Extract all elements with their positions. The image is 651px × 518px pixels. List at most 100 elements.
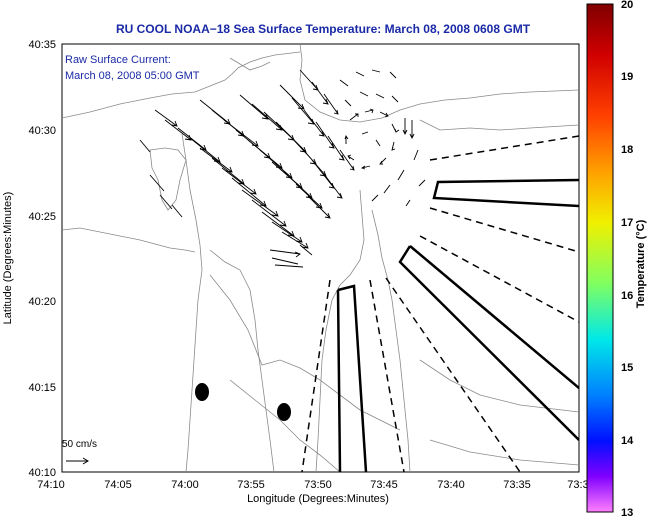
current-vector [413,149,419,161]
reference-arrow-shape [66,457,89,465]
current-vector [349,113,359,121]
sandy-hook-shore [181,133,203,472]
contour-20m [229,379,341,472]
current-vector [211,157,245,185]
current-vector [241,189,279,217]
colorbar-tick: 17 [621,217,633,229]
lane-boundary-s-w [301,279,331,472]
current-vector [379,157,387,165]
plot-area: Raw Surface Current: March 08, 2008 05:0… [61,43,580,473]
current-vector [315,121,335,149]
current-vector [405,199,411,207]
lane-boundary-east-n [429,135,579,161]
map-title: RU COOL NOAA−18 Sea Surface Temperature:… [116,22,531,36]
current-vector [375,93,385,99]
current-vector [391,123,400,133]
colorbar-tick: 14 [621,435,634,447]
current-vector [239,94,269,120]
current-vector [269,249,301,258]
colorbar-tick: 15 [621,362,633,374]
current-vector [418,179,426,187]
reference-arrow-label: 50 cm/s [62,439,97,450]
lane-boundary-east-s [429,207,579,253]
y-tick-label: 40:15 [28,382,56,394]
current-vector [251,199,287,227]
y-tick-label: 40:30 [28,125,56,137]
colorbar-gradient [586,3,614,513]
current-vector [307,195,331,219]
contour-offshore [419,359,579,413]
current-vector [299,244,313,256]
current-vector [344,134,349,144]
current-vector [323,93,339,115]
current-vector [311,81,329,105]
contour-offshore-2 [429,439,579,466]
current-vector [327,135,345,161]
lane-boundary-se-n [419,235,579,323]
current-vector [371,194,379,202]
sandy-hook-spit [149,147,187,211]
x-tick-label: 73:3 [567,479,588,491]
x-tick-label: 74:05 [104,479,132,491]
x-tick-label: 74:00 [171,479,199,491]
current-vector [359,91,369,97]
current-vector [303,109,325,137]
buoy-marker [195,383,209,401]
x-tick-label: 73:40 [437,479,465,491]
current-vector [391,95,399,103]
brooklyn-shore [299,44,579,123]
x-tick-label: 73:35 [503,479,531,491]
current-vector [274,264,304,268]
colorbar-tick: 20 [621,0,633,11]
colorbar-tick: 16 [621,290,633,302]
current-vector [283,171,313,199]
surface-current-vectors [139,69,426,268]
legend-line-2: March 08, 2008 05:00 GMT [65,70,200,82]
colorbar-tick: 18 [621,144,633,156]
current-vector [361,131,369,135]
current-vector [402,118,408,136]
current-vector [171,204,183,218]
current-vector [149,174,165,192]
contour-north [419,119,579,131]
shipping-lane-east [432,178,579,208]
y-tick-label: 40:25 [28,211,56,223]
current-vector [383,184,391,194]
current-vector [347,154,355,161]
colorbar-tick: 19 [621,71,633,83]
current-vector [379,111,389,118]
current-vector [409,120,415,140]
plot-frame [61,43,580,473]
current-vector [139,139,151,153]
x-axis: 74:10 74:05 74:00 73:55 73:50 73:45 73:4… [37,479,588,505]
y-tick-label: 40:10 [28,467,56,479]
current-vector [221,167,257,195]
shipping-lane-southeast [398,245,579,441]
current-vector [279,84,305,110]
current-vector [391,141,396,151]
x-tick-label: 74:10 [37,479,65,491]
x-tick-label: 73:55 [237,479,265,491]
x-tick-label: 73:45 [370,479,398,491]
current-vector [375,139,381,147]
nearshore-contour [209,249,275,472]
colorbar-tick: 13 [621,507,633,518]
colorbar: 20 19 18 17 16 15 14 13 Temperature (°C) [586,0,647,518]
hudson-channel-west [315,189,365,472]
current-vector [397,169,405,181]
current-vector [159,194,173,210]
buoy-marker [277,403,291,421]
current-vector [281,231,309,249]
x-axis-label: Longitude (Degrees:Minutes) [247,493,389,505]
shipping-lane-south [336,284,368,472]
colorbar-label: Temperature (°C) [635,219,647,308]
current-vector [323,173,343,199]
current-vector [295,183,323,209]
current-vector [154,109,178,127]
coastline-contours [62,44,579,472]
y-tick-label: 40:20 [28,296,56,308]
current-vector [360,165,371,170]
current-vector [364,108,374,114]
y-axis-label: Latitude (Degrees:Minutes) [2,192,14,325]
